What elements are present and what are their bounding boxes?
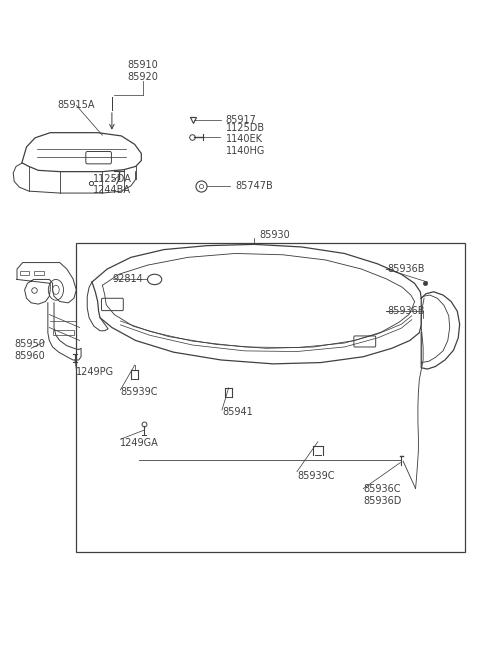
FancyBboxPatch shape [101, 298, 123, 310]
Text: 85950
85960: 85950 85960 [14, 339, 46, 361]
Text: 1249PG: 1249PG [76, 367, 114, 377]
Bar [76, 243, 466, 552]
Text: 92814: 92814 [113, 274, 144, 284]
Text: 85939C: 85939C [120, 388, 158, 398]
Text: 85930: 85930 [259, 230, 290, 240]
Bar [53, 330, 74, 335]
FancyBboxPatch shape [354, 336, 376, 347]
Text: 85939C: 85939C [297, 470, 335, 481]
Text: 85747B: 85747B [235, 181, 273, 191]
Bar [20, 271, 29, 275]
Text: 85936C
85936D: 85936C 85936D [363, 484, 402, 506]
Text: 85941: 85941 [222, 407, 253, 417]
Text: 85915A: 85915A [57, 100, 95, 111]
Bar [34, 271, 44, 275]
Text: 1249GA: 1249GA [120, 438, 159, 448]
Text: 85936B: 85936B [387, 307, 425, 316]
Text: 1125DA
1244BA: 1125DA 1244BA [93, 174, 132, 195]
Ellipse shape [147, 274, 162, 285]
Text: 1125DB
1140EK
1140HG: 1125DB 1140EK 1140HG [226, 122, 265, 156]
Text: 85910
85920: 85910 85920 [127, 60, 158, 82]
Text: 85917: 85917 [226, 115, 257, 124]
Text: 85936B: 85936B [387, 264, 425, 274]
FancyBboxPatch shape [86, 151, 111, 164]
